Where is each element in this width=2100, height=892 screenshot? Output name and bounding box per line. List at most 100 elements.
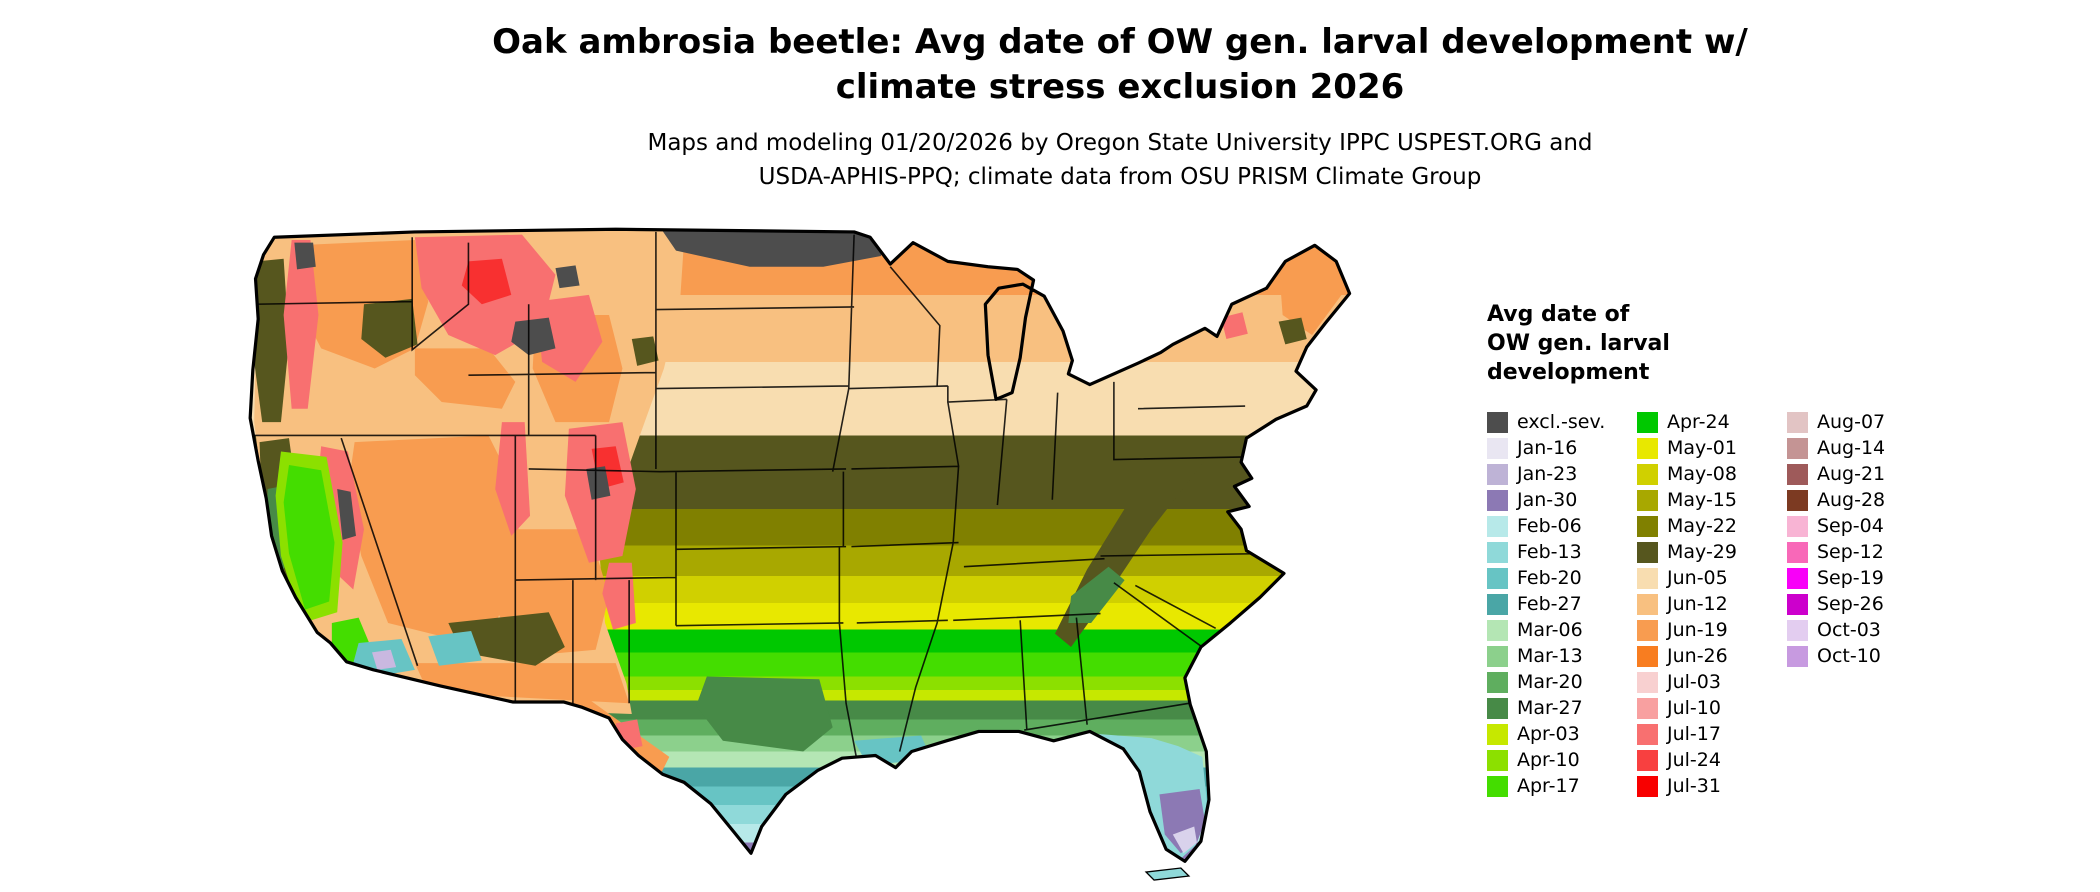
legend-columns: excl.-sev. Jan-16 Jan-23 Jan-30 Feb-06 Feb-13…	[1487, 409, 2067, 799]
legend-swatch-mar-20	[1487, 671, 1508, 693]
legend-label: Mar-20	[1517, 671, 1583, 693]
legend-swatch-excl.-sev.	[1487, 411, 1508, 433]
legend-label: May-22	[1667, 515, 1737, 537]
legend-row: Apr-24	[1637, 409, 1787, 435]
legend-row: Aug-14	[1787, 435, 1937, 461]
legend-swatch-mar-27	[1487, 697, 1508, 719]
legend-label: Sep-04	[1817, 515, 1884, 537]
legend-row: Aug-28	[1787, 487, 1937, 513]
legend-row: Jul-03	[1637, 669, 1787, 695]
legend-swatch-sep-26	[1787, 593, 1808, 615]
legend-row: Feb-20	[1487, 565, 1637, 591]
legend-label: Jan-30	[1517, 489, 1578, 511]
legend-row: May-29	[1637, 539, 1787, 565]
legend-label: Aug-28	[1817, 489, 1886, 511]
legend-swatch-jul-31	[1637, 775, 1658, 797]
legend-label: Jan-23	[1517, 463, 1578, 485]
legend-label: Oct-10	[1817, 645, 1881, 667]
legend-row: Mar-06	[1487, 617, 1637, 643]
legend-label: Aug-07	[1817, 411, 1886, 433]
legend-row: Sep-26	[1787, 591, 1937, 617]
legend-label: Jul-17	[1667, 723, 1721, 745]
legend-swatch-aug-21	[1787, 463, 1808, 485]
subtitle: Maps and modeling 01/20/2026 by Oregon S…	[140, 126, 2100, 194]
legend-row: May-01	[1637, 435, 1787, 461]
legend-title-line-3: development	[1487, 360, 1650, 385]
legend-swatch-apr-24	[1637, 411, 1658, 433]
legend-swatch-jan-30	[1487, 489, 1508, 511]
legend-label: Jul-10	[1667, 697, 1721, 719]
legend-label: Feb-20	[1517, 567, 1582, 589]
header: Oak ambrosia beetle: Avg date of OW gen.…	[140, 20, 2100, 194]
legend-row: May-08	[1637, 461, 1787, 487]
legend-swatch-mar-06	[1487, 619, 1508, 641]
legend-label: Jun-05	[1667, 567, 1728, 589]
legend-swatch-jul-10	[1637, 697, 1658, 719]
legend-swatch-may-15	[1637, 489, 1658, 511]
legend-row: Apr-03	[1487, 721, 1637, 747]
us-choropleth-map	[214, 221, 1446, 891]
legend-swatch-oct-03	[1787, 619, 1808, 641]
legend-row: Apr-10	[1487, 747, 1637, 773]
title-line-2: climate stress exclusion 2026	[835, 67, 1405, 107]
legend-row: Mar-13	[1487, 643, 1637, 669]
legend-swatch-jun-26	[1637, 645, 1658, 667]
legend-row: May-15	[1637, 487, 1787, 513]
legend-label: Apr-24	[1667, 411, 1730, 433]
legend-row: Jul-24	[1637, 747, 1787, 773]
legend-label: Mar-06	[1517, 619, 1583, 641]
legend-swatch-jun-12	[1637, 593, 1658, 615]
legend-label: Sep-19	[1817, 567, 1884, 589]
legend-swatch-sep-04	[1787, 515, 1808, 537]
legend-swatch-jul-03	[1637, 671, 1658, 693]
legend-label: Sep-26	[1817, 593, 1884, 615]
legend-swatch-jun-05	[1637, 567, 1658, 589]
legend-title: Avg date of OW gen. larval development	[1487, 300, 2067, 387]
legend-column-3: Aug-07 Aug-14 Aug-21 Aug-28 Sep-04 Sep-12 Sep-…	[1787, 409, 1937, 799]
legend-swatch-mar-13	[1487, 645, 1508, 667]
legend: Avg date of OW gen. larval development e…	[1487, 300, 2067, 799]
legend-label: Jul-24	[1667, 749, 1721, 771]
legend-swatch-may-22	[1637, 515, 1658, 537]
legend-row: Jul-17	[1637, 721, 1787, 747]
us-map-svg	[248, 227, 1352, 881]
legend-row: Jun-26	[1637, 643, 1787, 669]
legend-swatch-aug-28	[1787, 489, 1808, 511]
legend-row: excl.-sev.	[1487, 409, 1637, 435]
legend-row: Oct-10	[1787, 643, 1937, 669]
legend-column-1: excl.-sev. Jan-16 Jan-23 Jan-30 Feb-06 Feb-13…	[1487, 409, 1637, 799]
legend-label: Apr-10	[1517, 749, 1580, 771]
legend-swatch-feb-27	[1487, 593, 1508, 615]
legend-row: Aug-21	[1787, 461, 1937, 487]
legend-label: Apr-17	[1517, 775, 1580, 797]
legend-swatch-jun-19	[1637, 619, 1658, 641]
legend-row: Mar-20	[1487, 669, 1637, 695]
legend-swatch-oct-10	[1787, 645, 1808, 667]
legend-swatch-apr-03	[1487, 723, 1508, 745]
legend-row: Oct-03	[1787, 617, 1937, 643]
legend-title-line-1: Avg date of	[1487, 302, 1630, 327]
legend-row: Aug-07	[1787, 409, 1937, 435]
legend-label: Oct-03	[1817, 619, 1881, 641]
legend-swatch-sep-12	[1787, 541, 1808, 563]
legend-swatch-jul-17	[1637, 723, 1658, 745]
legend-row: Jan-16	[1487, 435, 1637, 461]
legend-swatch-sep-19	[1787, 567, 1808, 589]
legend-label: Feb-13	[1517, 541, 1582, 563]
legend-swatch-jan-23	[1487, 463, 1508, 485]
legend-row: Sep-19	[1787, 565, 1937, 591]
subtitle-line-1: Maps and modeling 01/20/2026 by Oregon S…	[647, 130, 1593, 156]
legend-row: Jul-31	[1637, 773, 1787, 799]
legend-label: May-08	[1667, 463, 1737, 485]
legend-label: Sep-12	[1817, 541, 1884, 563]
legend-row: Jan-23	[1487, 461, 1637, 487]
legend-label: Aug-14	[1817, 437, 1886, 459]
legend-swatch-may-08	[1637, 463, 1658, 485]
legend-swatch-feb-13	[1487, 541, 1508, 563]
legend-row: Jul-10	[1637, 695, 1787, 721]
legend-row: Sep-12	[1787, 539, 1937, 565]
legend-swatch-apr-10	[1487, 749, 1508, 771]
legend-swatch-may-29	[1637, 541, 1658, 563]
subtitle-line-2: USDA-APHIS-PPQ; climate data from OSU PR…	[758, 164, 1482, 190]
